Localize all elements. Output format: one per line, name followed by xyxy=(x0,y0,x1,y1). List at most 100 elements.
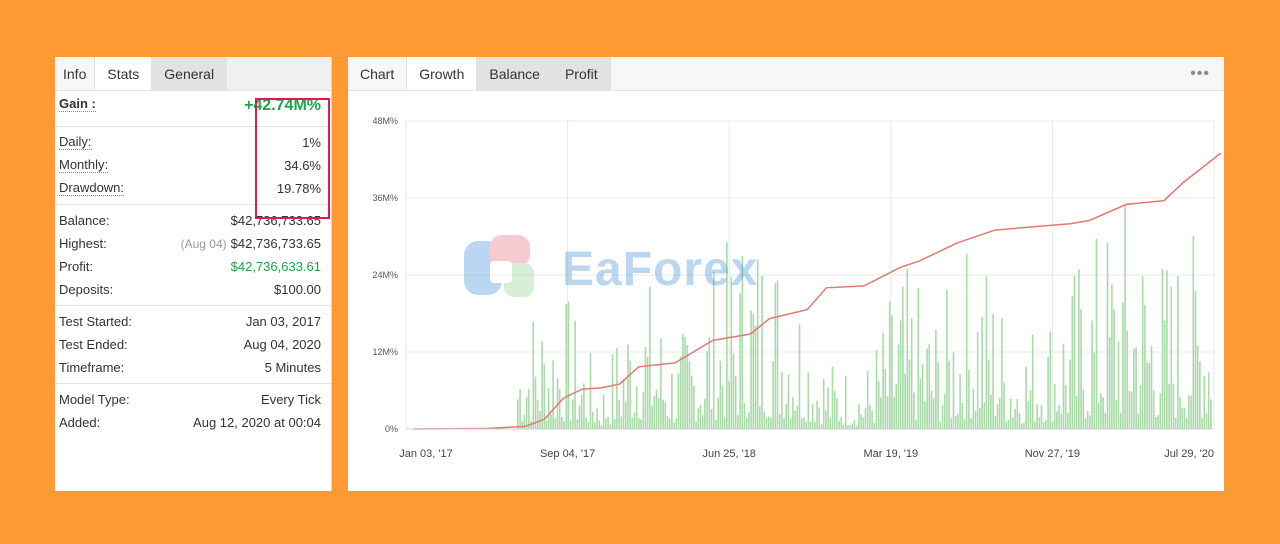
bar xyxy=(858,404,860,429)
bar xyxy=(1141,276,1144,429)
bar xyxy=(675,418,678,429)
bar xyxy=(576,419,579,429)
x-tick-label: Jun 25, '18 xyxy=(702,448,755,460)
bar xyxy=(602,394,605,429)
bar xyxy=(651,406,653,429)
deposits-value: $100.00 xyxy=(274,282,321,297)
bar xyxy=(1163,320,1166,429)
bar xyxy=(631,418,634,429)
bar xyxy=(781,371,783,429)
bar xyxy=(805,421,807,429)
x-tick-label: Sep 04, '17 xyxy=(540,448,595,460)
bar xyxy=(627,344,629,429)
bar xyxy=(767,416,770,429)
bar xyxy=(730,277,733,429)
highest-value-wrap: (Aug 04) $42,736,733.65 xyxy=(181,236,321,251)
bar xyxy=(1031,334,1034,429)
bar xyxy=(1152,390,1155,429)
daily-value: 1% xyxy=(302,135,321,150)
bar xyxy=(743,403,746,429)
bar xyxy=(1181,407,1184,429)
deposits-row: Deposits: $100.00 xyxy=(55,278,331,301)
bar xyxy=(987,359,990,429)
tab-general[interactable]: General xyxy=(152,57,228,90)
bar xyxy=(572,399,574,429)
tab-chart[interactable]: Chart xyxy=(348,57,408,90)
bar xyxy=(525,396,528,429)
bar xyxy=(558,388,561,429)
bar xyxy=(545,420,548,429)
timeframe-value: 5 Minutes xyxy=(264,360,321,375)
bar xyxy=(541,341,543,429)
bar xyxy=(1115,400,1118,429)
bar xyxy=(1188,395,1190,429)
bar xyxy=(657,398,660,429)
bar xyxy=(666,416,669,429)
bar xyxy=(873,423,876,429)
bar xyxy=(732,353,735,429)
bar xyxy=(1073,275,1076,429)
bar xyxy=(710,409,713,429)
bar xyxy=(673,422,675,429)
bar xyxy=(1177,275,1179,429)
bar xyxy=(1005,421,1008,429)
bar xyxy=(1194,290,1197,429)
bar xyxy=(745,417,748,429)
bar xyxy=(1034,421,1036,429)
bar xyxy=(530,421,532,429)
timeframe-label: Timeframe: xyxy=(59,360,125,375)
bar xyxy=(695,422,697,429)
gain-value: +42.74M% xyxy=(244,97,321,114)
bar xyxy=(866,371,869,429)
test-ended-label: Test Ended: xyxy=(59,337,128,352)
bar xyxy=(708,337,711,429)
drawdown-label[interactable]: Drawdown: xyxy=(59,180,125,196)
bar xyxy=(919,378,922,429)
test-started-row: Test Started: Jan 03, 2017 xyxy=(55,310,331,333)
bar xyxy=(543,364,546,429)
bar xyxy=(616,347,618,429)
bar xyxy=(723,417,726,429)
gain-label[interactable]: Gain : xyxy=(59,96,96,112)
bar xyxy=(688,361,691,429)
bar xyxy=(1113,309,1115,429)
monthly-label[interactable]: Monthly: xyxy=(59,157,109,173)
bar xyxy=(864,408,867,429)
x-tick-label: Mar 19, '19 xyxy=(863,448,918,460)
tabs-spacer xyxy=(610,57,1224,90)
bar xyxy=(992,313,994,429)
bar xyxy=(717,397,719,429)
bar xyxy=(803,417,805,429)
tab-stats[interactable]: Stats xyxy=(95,57,153,90)
bar xyxy=(752,314,755,429)
tab-balance[interactable]: Balance xyxy=(477,57,553,90)
bar xyxy=(1150,346,1153,429)
bar xyxy=(895,384,898,429)
y-tick-label: 0% xyxy=(385,424,398,434)
bar xyxy=(1190,395,1192,429)
bar xyxy=(739,293,741,429)
bar xyxy=(1179,397,1181,429)
bar xyxy=(635,386,638,429)
bar xyxy=(587,422,590,429)
bar xyxy=(869,404,871,429)
tab-growth[interactable]: Growth xyxy=(407,57,478,90)
bar xyxy=(1126,330,1129,429)
bar xyxy=(653,395,656,429)
bar xyxy=(677,373,680,429)
bar xyxy=(959,374,961,429)
bar xyxy=(789,418,792,429)
bar xyxy=(1146,362,1148,429)
bar xyxy=(950,417,953,429)
tab-info[interactable]: Info xyxy=(55,57,96,90)
bar xyxy=(877,380,880,429)
tab-profit[interactable]: Profit xyxy=(552,57,611,90)
bar xyxy=(941,405,944,429)
daily-label[interactable]: Daily: xyxy=(59,134,92,150)
more-dots-icon[interactable]: ••• xyxy=(1190,65,1210,82)
bar xyxy=(1045,420,1047,429)
bar xyxy=(1018,413,1021,429)
highest-label: Highest: xyxy=(59,236,107,251)
bar xyxy=(939,422,942,429)
bar xyxy=(818,407,821,429)
